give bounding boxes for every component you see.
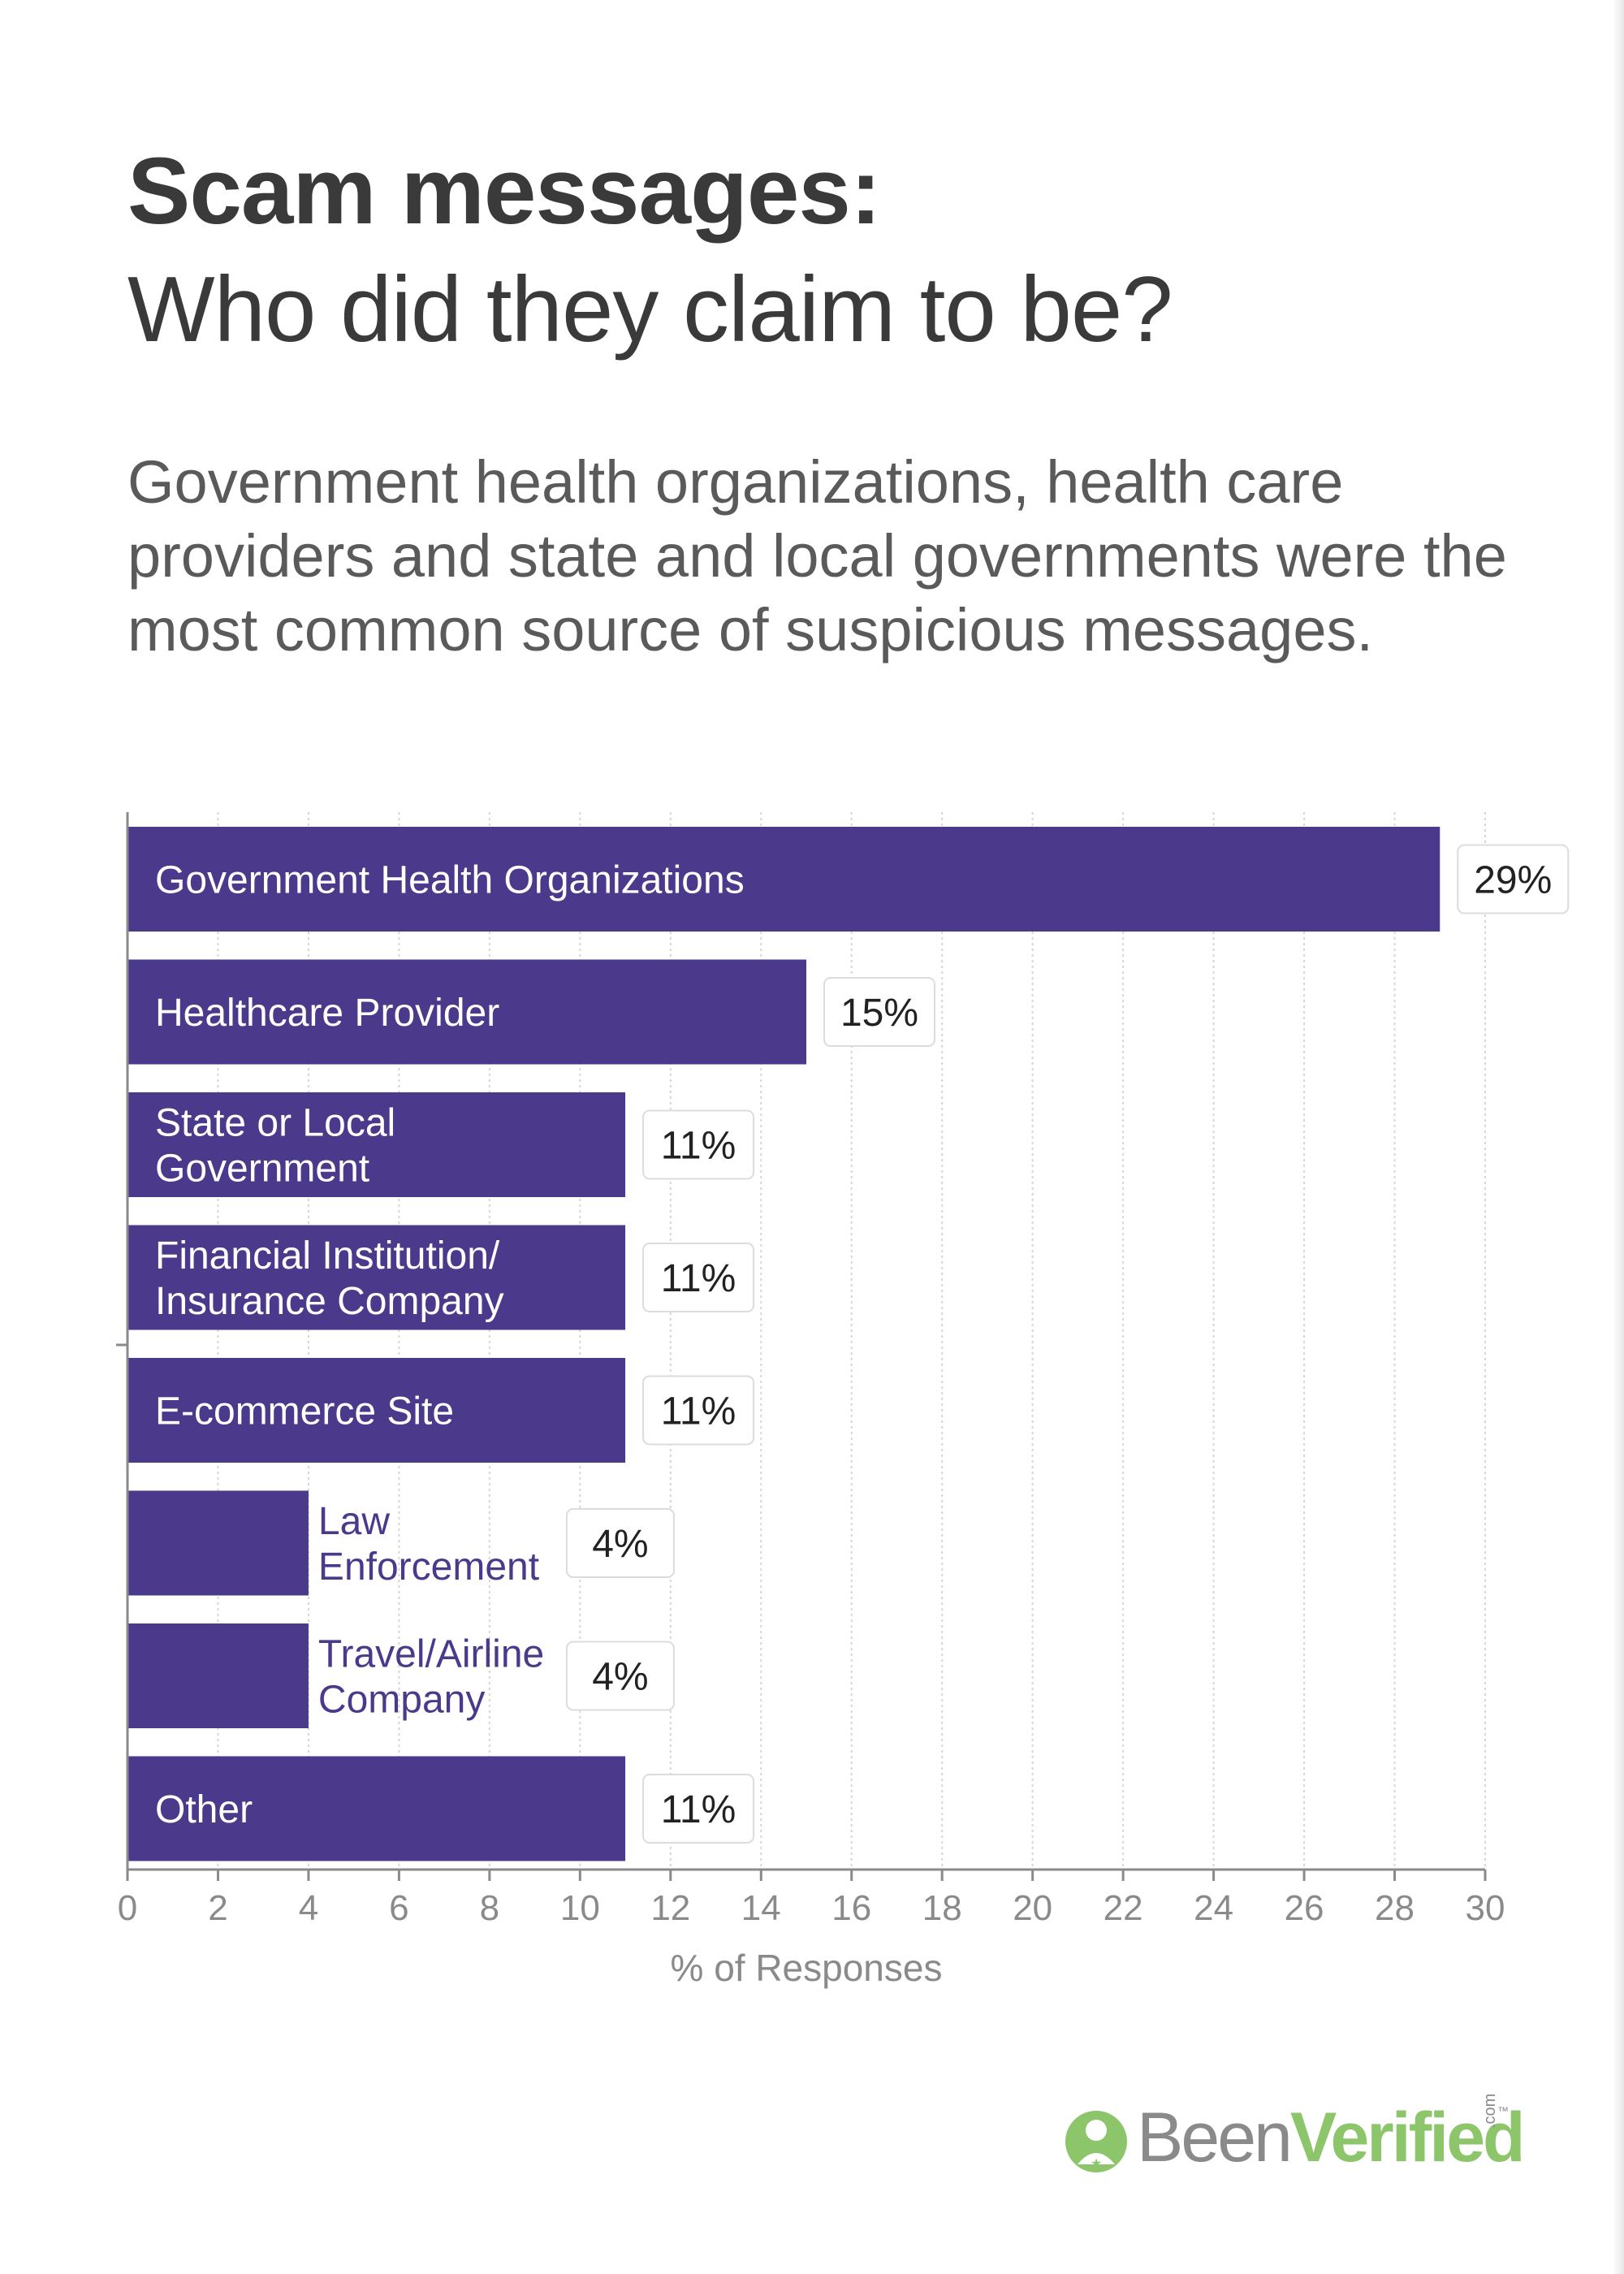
bar [127,1756,626,1861]
x-tick-label: 26 [1285,1888,1324,1928]
page-edge-shadow [1613,0,1624,2274]
value-label-box [642,1774,755,1844]
x-tick-label: 0 [118,1888,137,1928]
value-label: 4% [592,1656,648,1699]
x-axis-title: % of Responses [671,1947,943,1989]
bar-category-label: E-commerce Site [155,1390,454,1433]
value-label-box [565,1508,675,1578]
logo-been: Been [1137,2099,1293,2177]
x-tick-label: 24 [1194,1888,1233,1928]
bar-category-label: Financial Institution/ [155,1234,500,1278]
bar-category-label: Enforcement [318,1546,539,1589]
x-tick-label: 18 [922,1888,962,1928]
x-tick-label: 30 [1466,1888,1505,1928]
bar [127,1092,626,1197]
x-tick-label: 4 [299,1888,318,1928]
bar [127,1225,626,1330]
bar-category-label: Travel/Airline [318,1632,544,1675]
bar-category-label: Insurance Company [155,1280,504,1323]
person-badge-icon: ★ [1065,2111,1127,2172]
bar-category-label: Law [318,1500,390,1543]
value-label-box [642,1375,755,1446]
bar-category-label: Government Health Organizations [155,858,745,901]
value-label-box [565,1641,675,1711]
x-tick-label: 2 [208,1888,227,1928]
title-line-1: Scam messages: [127,138,881,244]
subtitle: Government health organizations, health … [127,448,1507,664]
bar-category-label: Government [155,1147,369,1190]
bar-category-label: State or Local [155,1101,395,1144]
value-label: 4% [592,1523,648,1566]
value-label: 11% [661,1788,736,1831]
x-tick-label: 6 [389,1888,408,1928]
value-label-box [642,1243,755,1312]
bar-chart: Government Health Organizations 29% Health… [116,812,1570,1989]
bar [127,1358,626,1463]
svg-text:★: ★ [1091,2155,1102,2171]
brand-logo: ★ BeenVerified .com ™ [1064,2094,1526,2182]
value-label: 11% [661,1125,736,1168]
bar [127,1623,309,1728]
bar [127,827,1440,932]
bar-category-label: Company [318,1678,485,1721]
x-tick-label: 14 [741,1888,781,1928]
value-label: 15% [840,992,918,1035]
value-label-box [642,1109,755,1180]
x-tick-label: 10 [560,1888,600,1928]
value-label-box [1457,844,1570,914]
value-label: 29% [1474,859,1552,902]
title-line-2: Who did they claim to be? [127,258,1173,361]
bar [127,1490,309,1596]
bar [127,959,806,1065]
logo-wordmark: BeenVerified [1137,2098,1526,2178]
x-tick-label: 28 [1375,1888,1415,1928]
value-label: 11% [661,1390,736,1433]
x-tick-label: 22 [1104,1888,1143,1928]
x-tick-label: 20 [1013,1888,1052,1928]
bar-category-label: Other [155,1788,253,1831]
logo-trademark: ™ [1497,2104,1509,2117]
x-tick-label: 8 [480,1888,499,1928]
value-label: 11% [661,1257,736,1300]
bar-category-label: Healthcare Provider [155,992,499,1035]
x-tick-label: 16 [831,1888,871,1928]
x-tick-label: 12 [650,1888,690,1928]
logo-verified: Verified [1289,2099,1526,2177]
value-label-box [823,977,935,1047]
